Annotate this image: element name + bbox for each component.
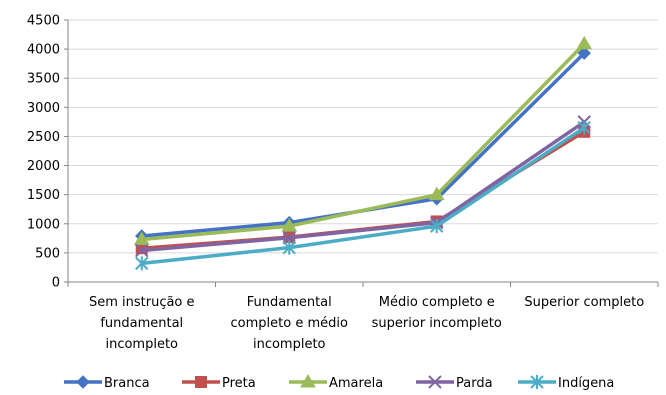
y-tick-label: 3000 [27, 101, 60, 116]
legend-marker [77, 376, 89, 388]
x-category-label-line: Superior completo [524, 295, 644, 310]
legend-item: Indígena [518, 375, 614, 391]
legend-label: Amarela [329, 376, 383, 391]
legend-label: Indígena [558, 376, 614, 391]
x-category-label-line: completo e médio [231, 316, 348, 331]
y-tick-label: 1500 [27, 188, 60, 203]
x-category-label: Fundamental completo e médio incompleto [231, 295, 348, 352]
y-tick-label: 2000 [27, 159, 60, 174]
y-axis-tick-labels: 0 500 1000 1500 2000 2500 3000 3500 4000 4500 [27, 14, 60, 291]
series-line [142, 44, 585, 240]
y-tick-label: 500 [35, 246, 60, 261]
x-category-label: Sem instrução e fundamental incompleto [89, 295, 195, 352]
series-0 [136, 47, 591, 242]
x-category-label-line: superior incompleto [372, 316, 502, 331]
legend-item: Branca [64, 376, 150, 391]
x-category-label-line: Sem instrução e [89, 295, 195, 310]
y-tick-label: 3500 [27, 72, 60, 87]
x-category-label: Superior completo [524, 295, 644, 310]
y-tick-label: 1000 [27, 217, 60, 232]
x-category-label: Médio completo e superior incompleto [372, 295, 502, 331]
series-line [142, 53, 585, 236]
data-point [577, 37, 591, 49]
legend-label: Branca [104, 376, 150, 391]
series-2 [135, 37, 592, 245]
legend-marker [196, 377, 207, 388]
legend-item: Preta [182, 376, 256, 391]
x-category-label-line: Fundamental [247, 295, 332, 310]
x-category-label-line: fundamental [100, 316, 183, 331]
series-4 [136, 121, 591, 271]
legend-item: Parda [416, 376, 493, 391]
y-tick-label: 2500 [27, 130, 60, 145]
y-tick-label: 4500 [27, 14, 60, 29]
series-layer [135, 37, 592, 270]
legend: Branca Preta Amarela Parda Indígena [64, 375, 614, 391]
x-category-label-line: Médio completo e [379, 295, 495, 310]
legend-label: Parda [456, 376, 493, 391]
x-axis-category-labels: Sem instrução e fundamental incompletoFund… [89, 295, 644, 352]
legend-item: Amarela [289, 375, 383, 391]
y-tick-label: 4000 [27, 43, 60, 58]
x-category-label-line: incompleto [253, 337, 326, 352]
x-category-label-line: incompleto [105, 337, 178, 352]
y-tick-label: 0 [52, 276, 60, 291]
legend-label: Preta [222, 376, 256, 391]
